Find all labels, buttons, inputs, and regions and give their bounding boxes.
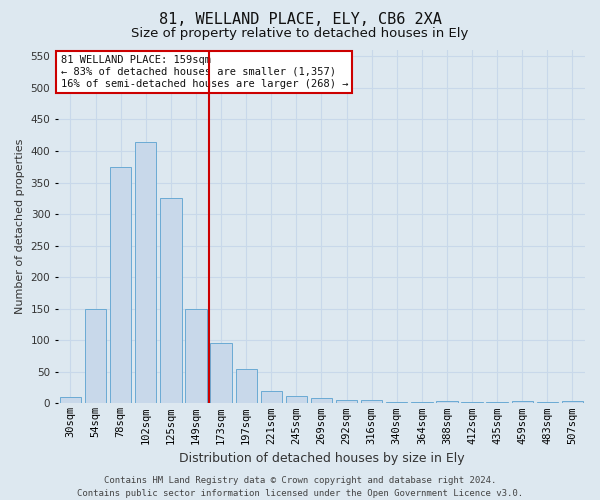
Bar bbox=[311, 398, 332, 404]
Y-axis label: Number of detached properties: Number of detached properties bbox=[15, 139, 25, 314]
Bar bbox=[436, 402, 458, 404]
Bar bbox=[110, 166, 131, 404]
Bar bbox=[336, 400, 357, 404]
Bar bbox=[160, 198, 182, 404]
Bar bbox=[236, 368, 257, 404]
Bar bbox=[487, 402, 508, 404]
Text: Contains HM Land Registry data © Crown copyright and database right 2024.
Contai: Contains HM Land Registry data © Crown c… bbox=[77, 476, 523, 498]
Text: 81, WELLAND PLACE, ELY, CB6 2XA: 81, WELLAND PLACE, ELY, CB6 2XA bbox=[158, 12, 442, 28]
Text: 81 WELLAND PLACE: 159sqm
← 83% of detached houses are smaller (1,357)
16% of sem: 81 WELLAND PLACE: 159sqm ← 83% of detach… bbox=[61, 56, 348, 88]
Bar bbox=[361, 400, 382, 404]
Bar bbox=[411, 402, 433, 404]
Bar bbox=[386, 402, 407, 404]
Bar bbox=[461, 402, 483, 404]
Text: Size of property relative to detached houses in Ely: Size of property relative to detached ho… bbox=[131, 28, 469, 40]
Bar bbox=[286, 396, 307, 404]
Bar bbox=[135, 142, 157, 404]
Bar bbox=[512, 402, 533, 404]
Bar bbox=[536, 402, 558, 404]
Bar bbox=[60, 397, 81, 404]
Bar bbox=[211, 344, 232, 404]
X-axis label: Distribution of detached houses by size in Ely: Distribution of detached houses by size … bbox=[179, 452, 464, 465]
Bar bbox=[185, 308, 206, 404]
Bar bbox=[260, 391, 282, 404]
Bar bbox=[562, 402, 583, 404]
Bar bbox=[85, 308, 106, 404]
